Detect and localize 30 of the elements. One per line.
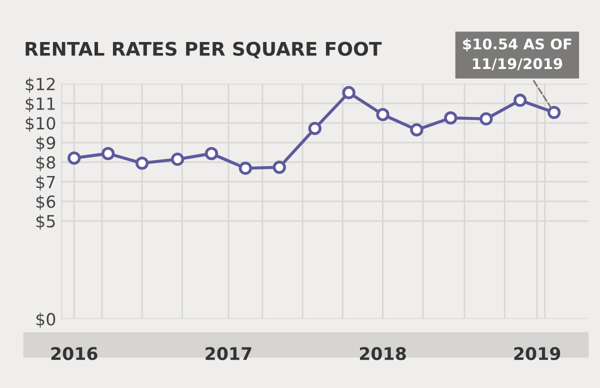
point [135, 156, 149, 170]
y-tick-label: $7 [36, 175, 55, 191]
point [272, 160, 286, 174]
point [342, 86, 356, 100]
y-tick-label: $6 [36, 195, 56, 210]
y-tick-label: $10 [26, 116, 56, 132]
y-tick-label: $5 [36, 214, 55, 230]
point [68, 151, 81, 165]
y-tick-label: $11 [26, 97, 55, 112]
y-tick-label: $9 [36, 136, 56, 152]
chart-title: RENTAL RATES PER SQUARE FOOT [26, 42, 382, 58]
x-tick-label: 2019 [514, 347, 560, 360]
y-tick-label: $8 [36, 156, 56, 171]
x-tick-label: 2018 [360, 347, 406, 360]
point [444, 111, 458, 124]
point [410, 123, 424, 136]
x-tick-label: 2016 [51, 347, 98, 360]
point [547, 106, 561, 120]
point [101, 146, 115, 160]
point [480, 112, 493, 126]
point [376, 108, 390, 122]
x-tick-label: 2017 [206, 347, 252, 360]
point [170, 152, 184, 166]
point [238, 162, 252, 175]
point [204, 146, 218, 160]
point [308, 122, 322, 136]
y-tick-label: $0 [36, 312, 56, 328]
y-tick-label: $12 [26, 77, 55, 93]
annotation: $10.54 AS OF 11/19/2019 [463, 38, 572, 70]
point [514, 94, 527, 107]
